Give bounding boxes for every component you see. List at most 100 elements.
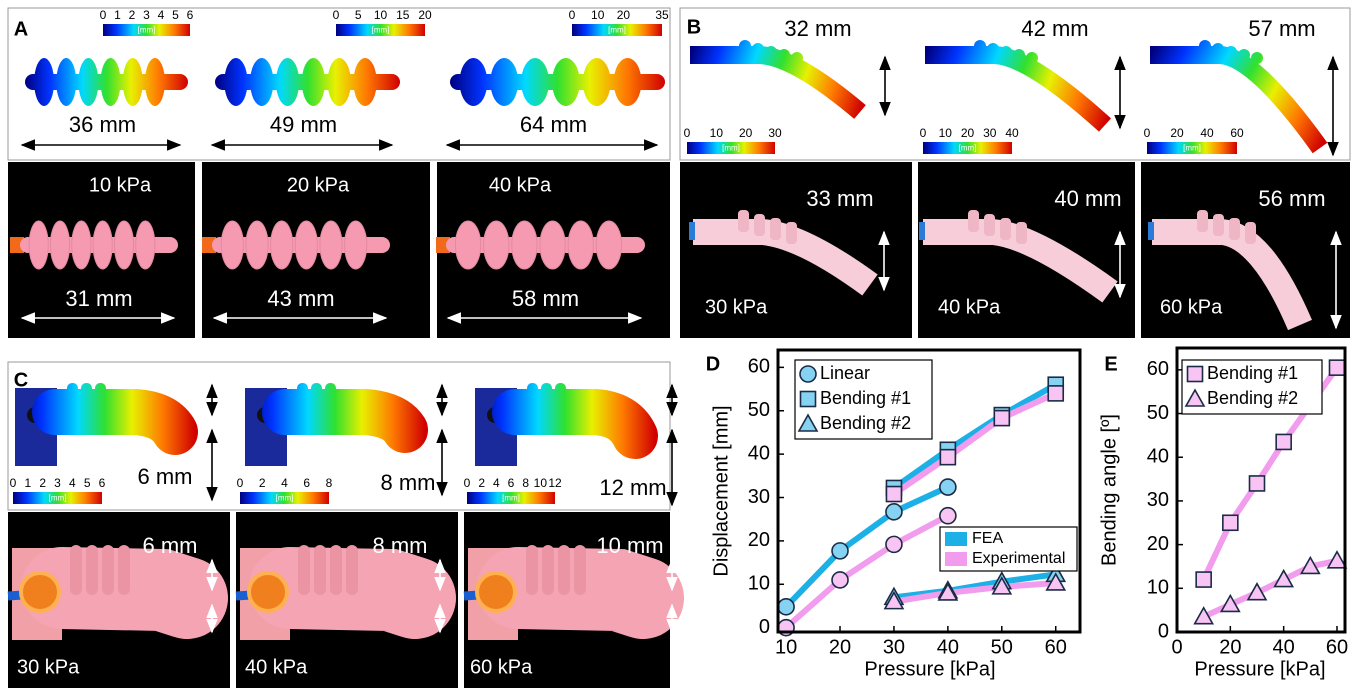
marker [940,479,956,495]
colorbar-tick: 0 [920,126,927,140]
actuator-fin [1016,222,1027,244]
pressure: 60 kPa [470,656,533,678]
colorbar-tick: 4 [493,476,500,490]
colorbar-tick: 6 [99,476,106,490]
panel-label: B [687,16,701,38]
marker [1223,515,1238,530]
experimental-dimension: 31 mm [65,286,132,311]
panel-c-fea-area [8,362,670,510]
actuator-fin [314,545,326,595]
fea-dimension: 36 mm [69,112,136,137]
actuator-fin [67,383,78,411]
actuator-lobe [328,58,351,106]
actuator-fin [95,383,106,411]
marker [800,366,816,382]
y-tick-label: 40 [1147,446,1169,468]
actuator-lobe [114,221,133,269]
fea-dimension: 49 mm [270,112,337,137]
marker [886,536,902,552]
y-tick-label: 20 [1147,533,1169,555]
actuator-fin [311,383,322,411]
colorbar-unit: [mm] [138,26,156,35]
actuator-lobe [101,58,121,106]
colorbar-tick: 10 [534,476,548,490]
actuator-bump [765,46,777,58]
actuator-fin [754,214,765,236]
marker [1048,386,1063,401]
colorbar-tick: 2 [129,8,136,22]
actuator-lobe [221,221,243,269]
actuator-lobe [34,58,54,106]
marker [778,599,794,615]
colorbar-tick: 1 [24,476,31,490]
colorbar-unit: [mm] [959,144,977,153]
y-tick-label: 30 [1147,489,1169,511]
legend-label: Bending #2 [1207,388,1298,408]
actuator-lobe [250,58,273,106]
experimental-dimension: 6 mm [143,533,198,558]
marker [940,508,956,524]
colorbar-tick: 10 [374,8,388,22]
marker [832,572,848,588]
actuator-fin [1229,218,1240,240]
y-tick-label: 50 [748,399,770,421]
colorbar-tick: 30 [768,126,782,140]
legend-label: Linear [820,363,870,383]
colorbar-tick: 20 [617,8,631,22]
actuator-fin [298,545,310,595]
actuator-lobe [512,221,537,269]
marker [1250,476,1265,491]
fea-dimension: 42 mm [1021,16,1088,41]
inlet [919,222,925,240]
actuator-bump [987,43,999,55]
actuator-fin [118,545,130,595]
y-tick-label: 60 [1147,358,1169,380]
colorbar-tick: 4 [281,476,288,490]
colorbar-tick: 35 [655,8,669,22]
marker [886,504,902,520]
legend-swatch [945,552,967,566]
colorbar-tick: 20 [961,126,975,140]
colorbar-tick: 0 [1144,126,1151,140]
colorbar-tick: 60 [1230,126,1244,140]
actuator-fin [786,222,797,244]
actuator-lobe [123,58,143,106]
x-axis-label: Pressure [kPa] [864,658,995,680]
actuator-bump [974,40,986,52]
colorbar-tick: 8 [326,476,333,490]
pressure: 30 kPa [17,656,80,678]
actuator-fin [70,545,82,595]
actuator-fin [526,545,538,595]
colorbar-tick: 0 [100,8,107,22]
y-tick-label: 0 [759,616,770,638]
colorbar-tick: 0 [464,476,471,490]
actuator-fin [1245,222,1256,244]
panel-label: E [1104,353,1117,375]
y-tick-label: 60 [748,356,770,378]
actuator-lobe [490,58,518,106]
pressure: 60 kPa [1160,296,1223,318]
pressure: 10 kPa [89,174,152,196]
colorbar-tick: 20 [739,126,753,140]
y-tick-label: 50 [1147,402,1169,424]
pressure: 30 kPa [705,296,768,318]
inlet [689,222,695,240]
actuator-bump [1225,46,1237,58]
colorbar-tick: 10 [710,126,724,140]
actuator-lobe [72,221,91,269]
colorbar-tick: 0 [569,8,576,22]
colorbar-tick: 6 [187,8,194,22]
colorbar-tick: 5 [84,476,91,490]
colorbar-unit: [mm] [49,494,67,503]
actuator-fin [325,383,336,411]
actuator-lobe [552,58,580,106]
marker [940,450,955,465]
data-line [786,487,948,607]
colorbar-tick: 4 [158,8,165,22]
actuator-lobe [320,221,342,269]
colorbar-unit: [mm] [502,494,520,503]
colorbar-tick: 40 [1200,126,1214,140]
colorbar-tick: 15 [396,8,410,22]
fea-dimension: 12 mm [599,475,666,500]
colorbar-tick: 2 [39,476,46,490]
